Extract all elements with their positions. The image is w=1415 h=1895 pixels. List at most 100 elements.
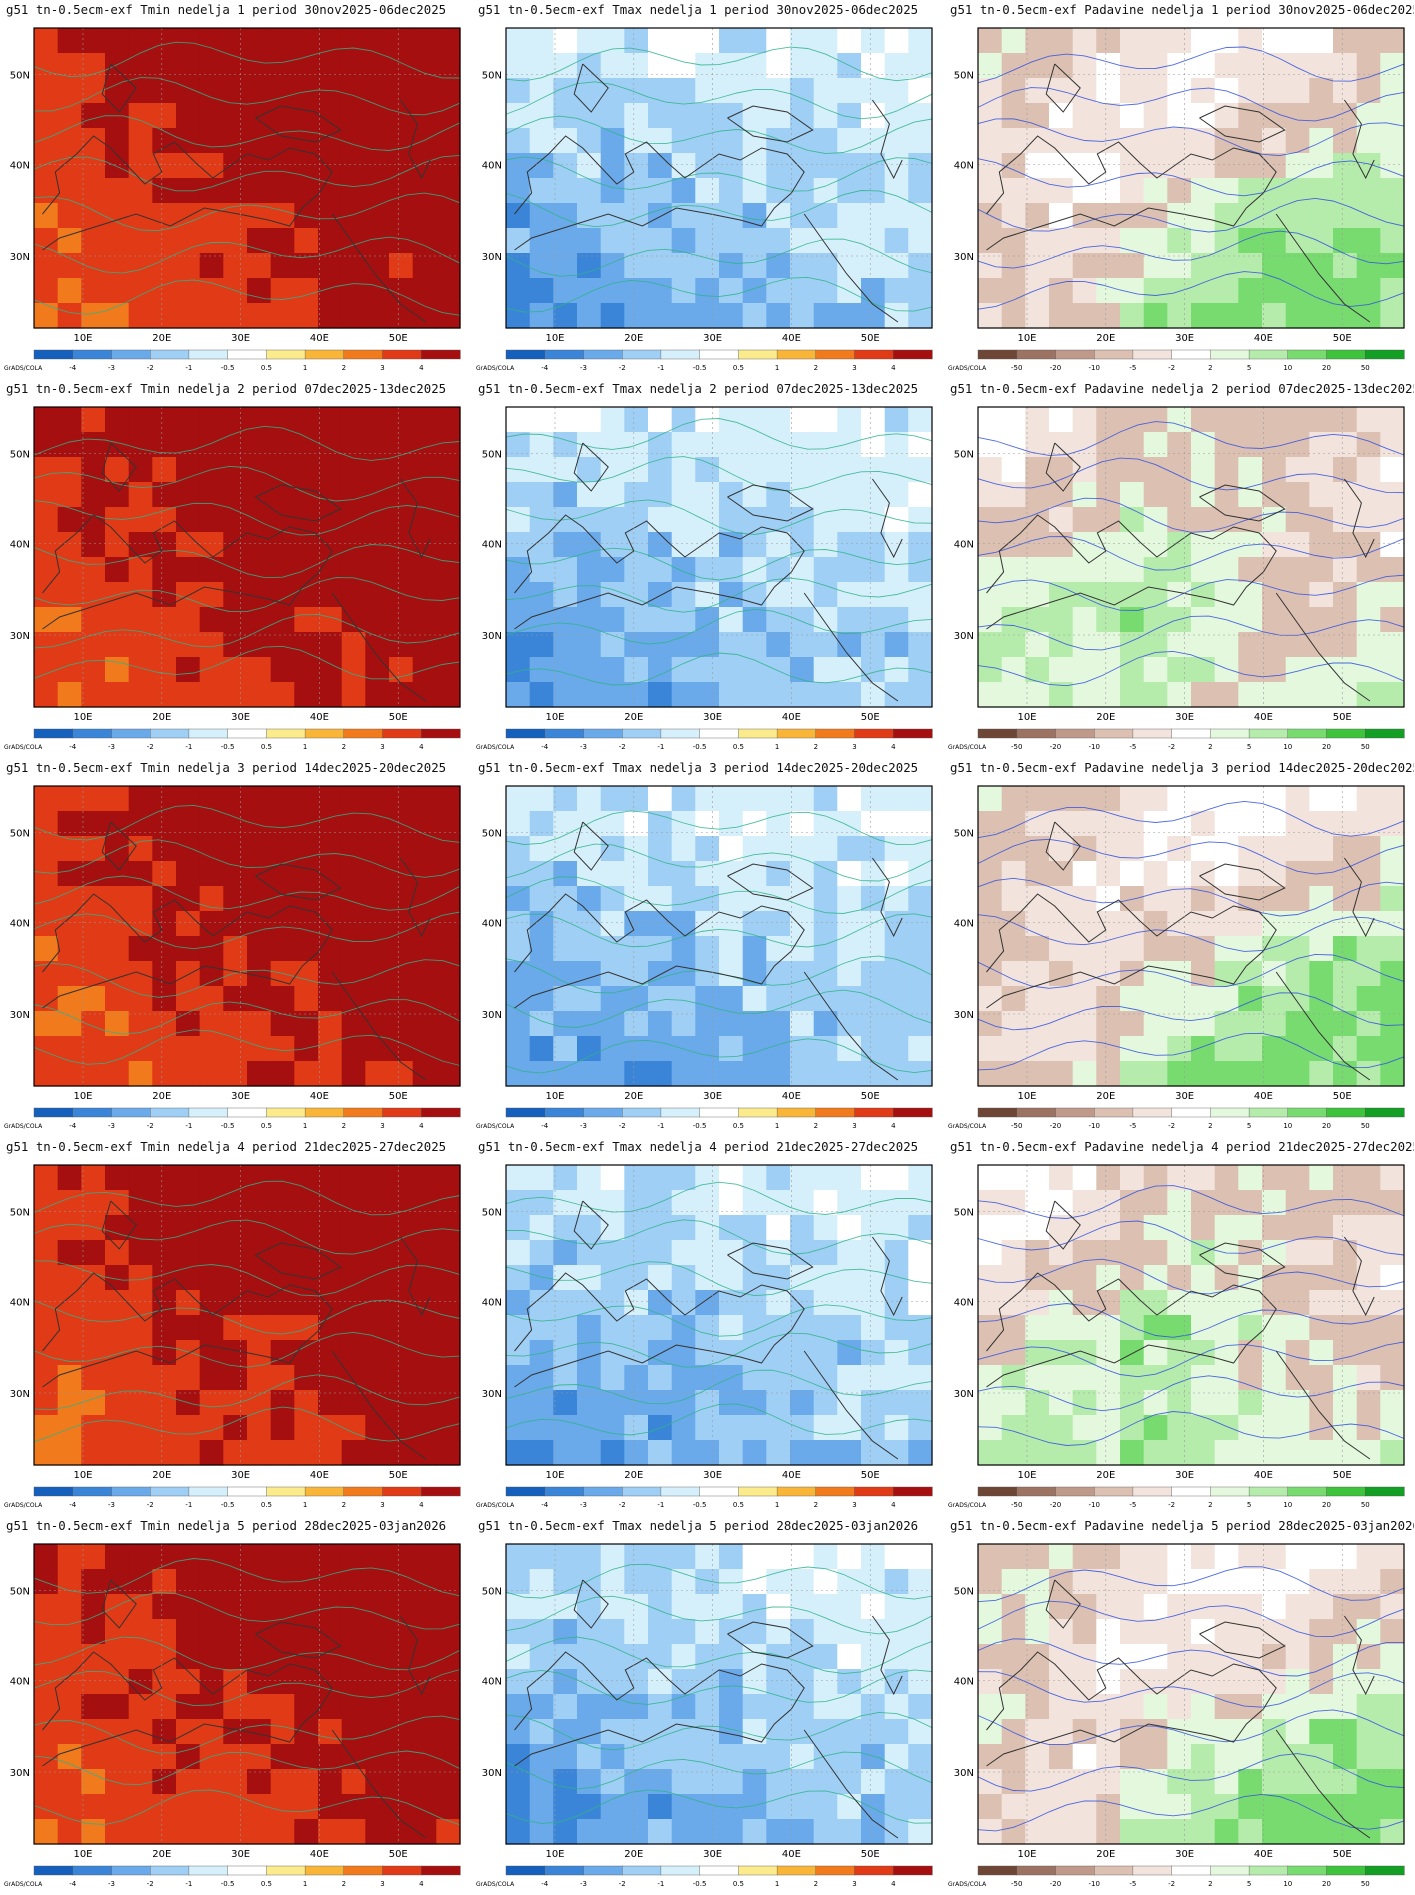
colorbar-label: 0.5 [261, 1880, 272, 1888]
colorbar-label: -1 [185, 1501, 192, 1509]
colorbar-label: -3 [108, 743, 115, 751]
colorbar-swatch [1093, 1865, 1134, 1876]
lon-tick-label: 50E [1333, 333, 1352, 344]
map-plot: 10E 20E 30E 40E 50E 50N 40N 30N [482, 406, 933, 723]
panel-title: g51 tn-0.5ecm-exf Tmin nedelja 3 period … [6, 760, 447, 775]
colorbar-label: 2 [1208, 1122, 1212, 1130]
colorbar-label: -4 [541, 743, 549, 751]
map-panel-padavine-week-2: g51 tn-0.5ecm-exf Padavine nedelja 2 per… [944, 379, 1414, 758]
colorbar-swatch [1326, 349, 1366, 360]
colorbar-swatch [304, 1865, 345, 1876]
colorbar-swatch [854, 1107, 894, 1118]
graticule [978, 407, 1404, 707]
graticule [978, 786, 1404, 1086]
colorbar-swatch [815, 728, 856, 739]
panel-title: g51 tn-0.5ecm-exf Tmin nedelja 2 period … [6, 381, 447, 396]
colorbar-label: 2 [814, 1880, 818, 1888]
map-frame [977, 785, 1405, 1087]
colorbar-swatch [893, 1486, 933, 1497]
lat-tick-label: 40N [10, 161, 30, 172]
colorbar-swatch [1093, 349, 1134, 360]
lon-tick-label: 10E [1017, 712, 1036, 723]
colorbar: -4 -3 -2 -1 -0.5 0.5 1 2 3 4 GrADS/COLA [4, 349, 461, 372]
lat-tick-label: 30N [954, 252, 974, 263]
contour-lines [33, 425, 461, 680]
colorbar-swatch [977, 349, 1018, 360]
colorbar-label: -10 [1088, 1880, 1099, 1888]
colorbar-label: -1 [657, 1501, 664, 1509]
shaded-field [978, 1165, 1405, 1466]
colorbar-swatch [977, 1107, 1018, 1118]
colorbar-label: 3 [852, 743, 856, 751]
colorbar-swatch [699, 1107, 739, 1118]
lon-tick-label: 50E [389, 333, 408, 344]
colorbar-swatch [1326, 1107, 1366, 1118]
colorbar-label: 4 [419, 1122, 424, 1130]
colorbar: -50 -20 -10 -5 -2 2 5 10 20 50 GrADS/COLA [948, 728, 1405, 751]
lon-tick-label: 40E [310, 1091, 329, 1102]
colorbar-swatch [505, 1865, 546, 1876]
colorbar: -50 -20 -10 -5 -2 2 5 10 20 50 GrADS/COLA [948, 1865, 1405, 1888]
colorbar-swatch [621, 1865, 662, 1876]
colorbar-label: 2 [814, 743, 818, 751]
colorbar-swatch [699, 1486, 739, 1497]
colorbar-swatch [893, 1107, 933, 1118]
colorbar-label: -1 [657, 743, 664, 751]
map-frame [505, 27, 933, 329]
coastlines [42, 1200, 431, 1460]
map-panel-tmax-week-1: g51 tn-0.5ecm-exf Tmax nedelja 1 period … [472, 0, 942, 379]
colorbar-label: 4 [891, 1122, 896, 1130]
colorbar-label: -1 [185, 1880, 192, 1888]
colorbar-swatch [1365, 1107, 1405, 1118]
lon-tick-label: 20E [624, 333, 643, 344]
colorbar-label: -2 [147, 364, 154, 372]
lon-tick-label: 30E [231, 712, 250, 723]
panel-title: g51 tn-0.5ecm-exf Tmax nedelja 2 period … [478, 381, 919, 396]
colorbar-swatch [1093, 728, 1134, 739]
colorbar-swatch [1287, 1486, 1328, 1497]
map-frame [977, 406, 1405, 708]
colorbar-swatch [621, 728, 662, 739]
colorbar-label: -2 [619, 1501, 626, 1509]
colorbar-swatch [266, 1865, 306, 1876]
map-panel-padavine-week-1: g51 tn-0.5ecm-exf Padavine nedelja 1 per… [944, 0, 1414, 379]
colorbar-label: -5 [1129, 1122, 1136, 1130]
colorbar-swatch [815, 1865, 856, 1876]
lon-tick-label: 20E [624, 1849, 643, 1860]
colorbar-label: -5 [1129, 1880, 1136, 1888]
coastlines [42, 821, 431, 1081]
colorbar-swatch [621, 1107, 662, 1118]
contour-lines [977, 1185, 1405, 1446]
colorbar-label: 10 [1283, 1501, 1292, 1509]
grads-credit: GrADS/COLA [4, 365, 43, 372]
colorbar-label: 50 [1361, 1122, 1370, 1130]
panel-title: g51 tn-0.5ecm-exf Padavine nedelja 5 per… [950, 1518, 1414, 1533]
colorbar-swatch [1055, 1486, 1095, 1497]
lon-tick-label: 40E [1254, 1849, 1273, 1860]
colorbar-label: -4 [69, 1880, 77, 1888]
colorbar-label: 5 [1247, 1122, 1251, 1130]
lon-tick-label: 20E [624, 1091, 643, 1102]
grads-credit: GrADS/COLA [476, 1881, 515, 1888]
colorbar-label: 1 [303, 1880, 307, 1888]
colorbar: -4 -3 -2 -1 -0.5 0.5 1 2 3 4 GrADS/COLA [4, 728, 461, 751]
colorbar-label: 1 [775, 743, 779, 751]
colorbar-swatch [72, 349, 112, 360]
map-plot: 10E 20E 30E 40E 50E 50N 40N 30N [954, 406, 1405, 723]
lat-tick-label: 30N [10, 1010, 30, 1021]
colorbar-swatch [738, 1486, 778, 1497]
coastlines [986, 63, 1375, 323]
coastlines [986, 1579, 1375, 1839]
colorbar-swatch [1171, 1107, 1211, 1118]
lon-tick-label: 30E [1175, 1470, 1194, 1481]
colorbar-label: -20 [1050, 364, 1061, 372]
grads-credit: GrADS/COLA [4, 1502, 43, 1509]
colorbar-label: -3 [108, 1501, 115, 1509]
colorbar-label: 2 [1208, 1501, 1212, 1509]
grads-credit: GrADS/COLA [948, 365, 987, 372]
lon-tick-label: 20E [1096, 1091, 1115, 1102]
colorbar-label: 5 [1247, 364, 1251, 372]
colorbar-label: 10 [1283, 364, 1292, 372]
shaded-field [978, 786, 1405, 1087]
coastlines [514, 1579, 903, 1839]
